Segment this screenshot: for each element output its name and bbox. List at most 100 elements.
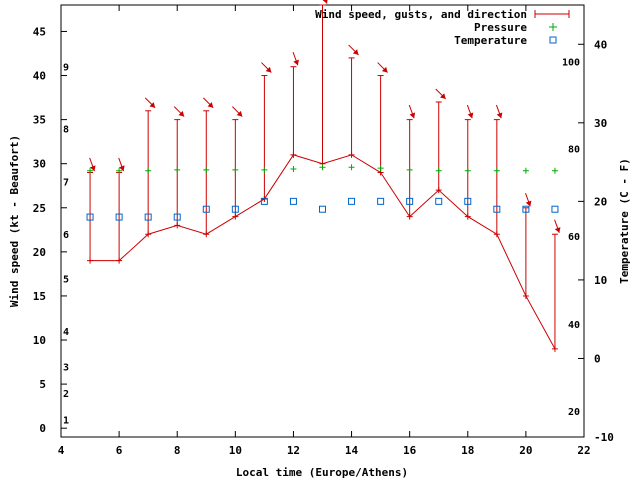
temperature-point	[202, 205, 210, 213]
x-tick-label: 10	[229, 444, 242, 457]
x-tick-label: 4	[58, 444, 65, 457]
wind-direction-arrowhead	[207, 102, 214, 108]
temperature-point	[86, 213, 94, 221]
wind-direction-arrowhead	[381, 66, 388, 73]
temperature-point	[435, 197, 443, 205]
y-axis-label: Wind speed (kt - Beaufort)	[8, 135, 21, 307]
legend-label-temperature: Temperature	[454, 34, 527, 47]
legend-label-pressure: Pressure	[474, 21, 527, 34]
pressure-point	[348, 164, 355, 171]
wind-direction-arrowhead	[178, 110, 185, 117]
wind-speed-point	[464, 213, 471, 220]
y2-tick-label: 20	[594, 195, 607, 208]
y2-tick-label: 10	[594, 274, 607, 287]
temperature-point	[319, 205, 326, 213]
temperature-point	[348, 197, 356, 205]
pressure-series	[87, 164, 558, 174]
y-tick-label: 0	[39, 422, 46, 435]
temperature-point	[522, 205, 530, 213]
axes-group: 4 6 8 10 12 14 16 18 20 22051015202530354045-1001…	[33, 5, 614, 457]
beaufort-labels: 1 2 3 4 5 6 7 8 9	[63, 63, 69, 427]
wind-direction-arrows	[89, 0, 561, 233]
wind-speed-point	[116, 257, 123, 264]
wind-speed-point	[174, 222, 181, 229]
wind-direction-arrowhead	[149, 102, 156, 108]
wind-direction-arrowhead	[322, 0, 328, 4]
y2-tick-label: 30	[594, 117, 607, 130]
pressure-point	[406, 166, 413, 173]
wind-speed-line	[90, 154, 556, 350]
wind-speed-point	[261, 195, 268, 202]
wind-speed-point	[145, 231, 152, 238]
beaufort-label: 4	[63, 327, 69, 338]
temperature-point	[464, 197, 472, 205]
temperature-point	[115, 213, 123, 221]
wind-direction-arrowhead	[467, 112, 474, 119]
x-tick-label: 22	[577, 444, 590, 457]
legend-swatch-temperature	[549, 36, 557, 44]
x-axis-label: Local time (Europe/Athens)	[236, 466, 408, 479]
temperature-point	[377, 197, 385, 205]
temperature-point	[493, 205, 501, 213]
y-tick-label: 25	[33, 202, 46, 215]
y2-tick-label: -10	[594, 431, 614, 444]
temperature-point	[551, 205, 559, 213]
wind-speed-point	[203, 231, 210, 238]
wind-direction-arrowhead	[293, 59, 299, 66]
wind-direction-arrowhead	[89, 165, 96, 172]
beaufort-label: 6	[63, 230, 69, 241]
beaufort-label: 2	[63, 389, 69, 400]
legend: Wind speed, gusts, and direction Pressur…	[315, 8, 570, 47]
beaufort-label: 1	[63, 415, 69, 426]
legend-label-wind: Wind speed, gusts, and direction	[315, 8, 527, 21]
beaufort-label: 5	[63, 274, 69, 285]
y-tick-label: 10	[33, 334, 46, 347]
x-tick-label: 8	[174, 444, 181, 457]
pressure-point	[551, 167, 558, 174]
wind-speed-point	[551, 345, 558, 352]
x-tick-label: 14	[345, 444, 359, 457]
y-tick-label: 5	[39, 378, 46, 391]
pressure-point	[377, 165, 384, 172]
fahrenheit-labels: 20 40 60 80 100	[562, 58, 580, 419]
wind-speed-point	[232, 213, 239, 220]
wind-direction-arrowhead	[496, 112, 503, 119]
pressure-point	[145, 167, 152, 174]
pressure-point	[203, 166, 210, 173]
y-tick-label: 20	[33, 246, 46, 259]
pressure-point	[232, 166, 239, 173]
y-tick-label: 45	[33, 25, 46, 38]
beaufort-label: 9	[63, 63, 69, 74]
fahrenheit-label: 80	[568, 145, 580, 156]
wind-speed-point	[493, 231, 500, 238]
y2-tick-label: 0	[594, 352, 601, 365]
legend-swatch-pressure	[549, 23, 557, 31]
pressure-point	[464, 167, 471, 174]
wind-series	[87, 4, 558, 352]
temperature-point	[406, 197, 414, 205]
wind-direction-arrowhead	[409, 112, 416, 119]
x-tick-label: 20	[519, 444, 532, 457]
wind-direction-arrowhead	[525, 200, 532, 207]
temperature-point	[289, 197, 297, 205]
y-tick-label: 30	[33, 158, 46, 171]
wind-speed-point	[87, 257, 94, 264]
pressure-point	[435, 167, 442, 174]
y-tick-label: 15	[33, 290, 46, 303]
pressure-point	[290, 165, 297, 172]
pressure-point	[174, 166, 181, 173]
wind-speed-point	[290, 151, 297, 158]
pressure-point	[261, 166, 268, 173]
temperature-point	[231, 205, 239, 213]
beaufort-label: 8	[63, 124, 69, 135]
wind-direction-arrowhead	[236, 110, 243, 117]
x-tick-label: 16	[403, 444, 417, 457]
temperature-series	[86, 197, 559, 221]
y-tick-label: 35	[33, 114, 46, 127]
temperature-point	[144, 213, 152, 221]
wind-direction-arrowhead	[118, 165, 125, 172]
wind-direction-arrowhead	[265, 66, 272, 73]
wind-speed-point	[435, 187, 442, 194]
wind-speed-point	[348, 151, 355, 158]
